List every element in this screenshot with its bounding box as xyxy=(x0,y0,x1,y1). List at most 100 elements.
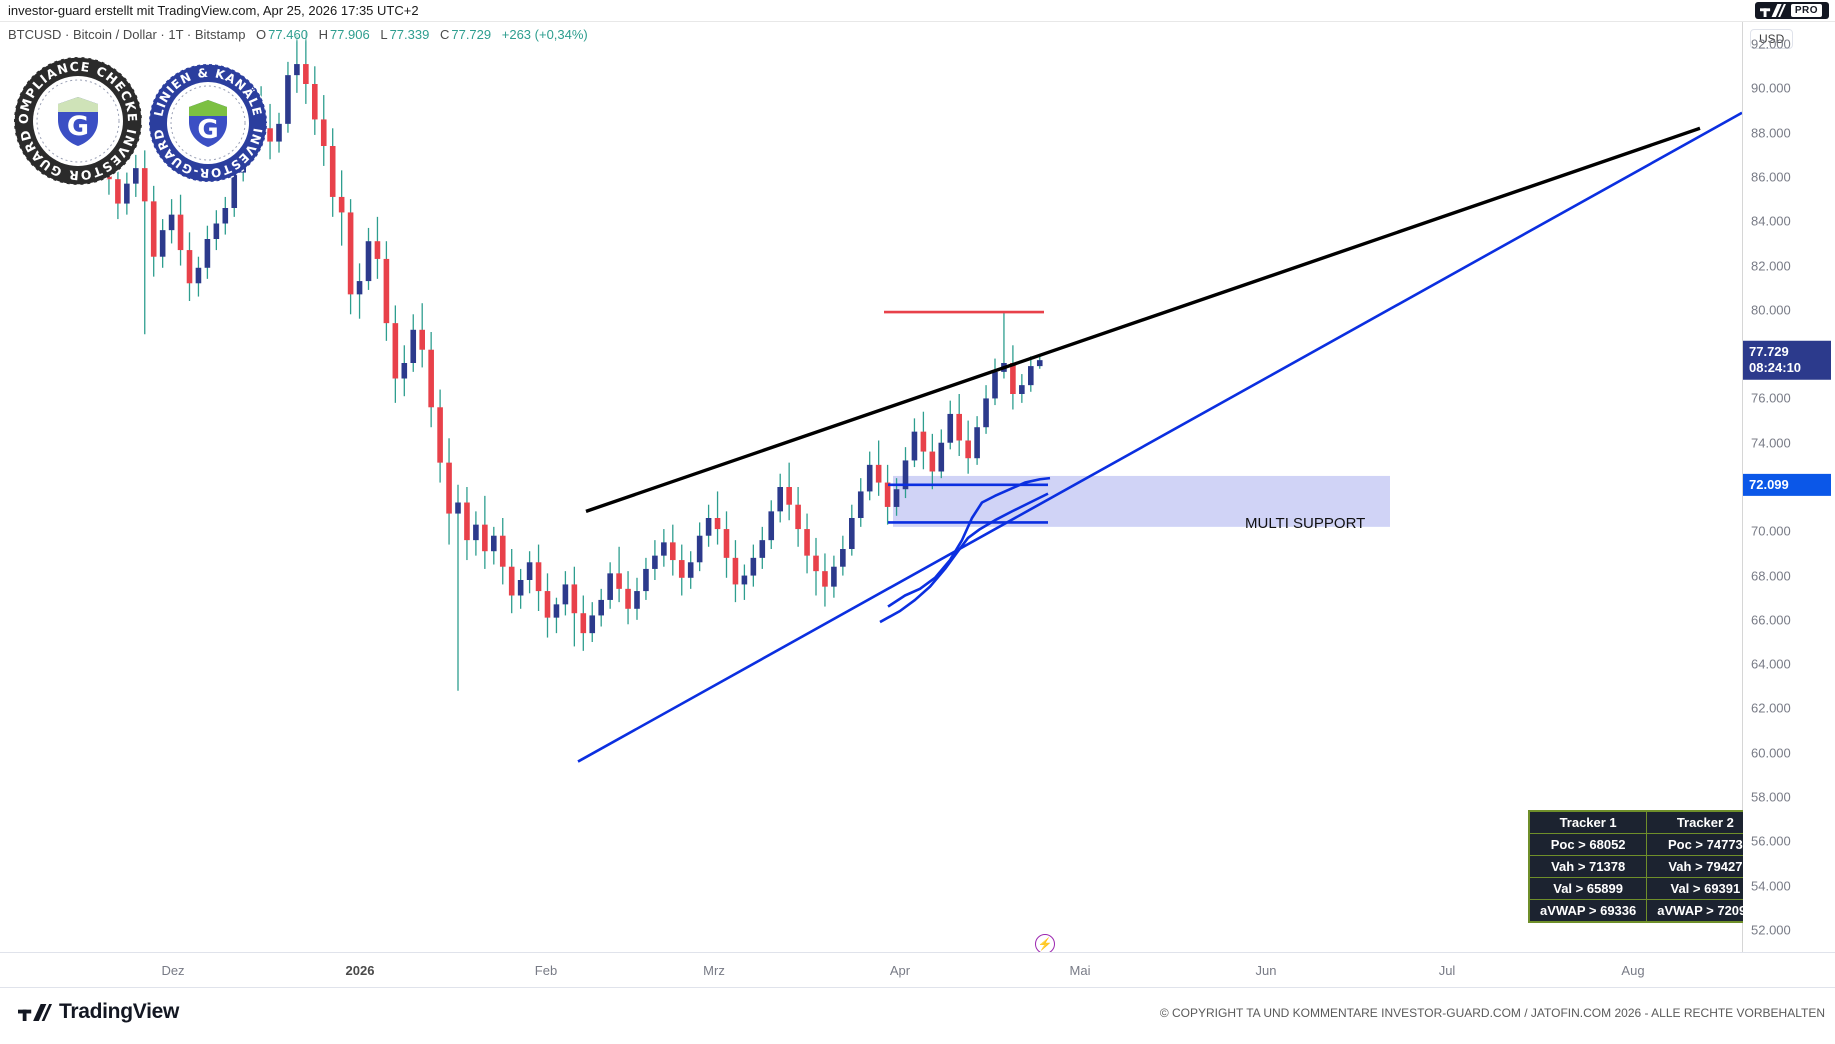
chart-legend: BTCUSD · Bitcoin / Dollar · 1T · Bitstam… xyxy=(8,27,588,42)
candle-body xyxy=(401,363,408,379)
candle-body xyxy=(535,562,542,592)
chart-pane[interactable] xyxy=(0,22,1742,952)
candle-body xyxy=(831,566,837,587)
tracker-row: Val > 65899 Val > 69391 xyxy=(1528,877,1765,900)
currency-chip[interactable]: USD xyxy=(1750,29,1794,49)
candle-body xyxy=(517,580,524,596)
linien-seal-icon: G LINIEN & KANÄLE INVESTOR-GUARD xyxy=(148,63,268,183)
candle-body xyxy=(634,591,640,609)
candle-body xyxy=(553,604,560,618)
tracker-row: Vah > 71378 Vah > 79427 xyxy=(1528,855,1765,878)
price-tick: 90.000 xyxy=(1751,80,1791,96)
time-tick: Feb xyxy=(534,963,558,978)
candle-body xyxy=(678,560,685,578)
legend-symbol[interactable]: BTCUSD · Bitcoin / Dollar · 1T · Bitstam… xyxy=(8,27,246,42)
candle-body xyxy=(428,349,434,408)
candle-body xyxy=(508,566,515,596)
price-tick: 82.000 xyxy=(1751,258,1791,274)
attribution-bar: investor-guard erstellt mit TradingView.… xyxy=(0,0,1835,22)
pro-label: PRO xyxy=(1790,4,1822,17)
avwap-tracker-2[interactable] xyxy=(879,492,1049,624)
time-axis[interactable]: Dez 2026 Feb Mrz Apr Mai Jun Jul Aug xyxy=(0,952,1742,988)
tracker-cell: Vah > 79427 xyxy=(1646,855,1765,878)
candle-body xyxy=(929,451,936,472)
price-tick: 54.000 xyxy=(1751,878,1791,894)
tracker-grid: Tracker 1 Tracker 2 Poc > 68052 Poc > 74773… xyxy=(1528,811,1765,922)
candle-body xyxy=(992,371,998,399)
pane-divider xyxy=(1742,22,1743,952)
candle-body xyxy=(338,196,345,213)
candle-body xyxy=(410,329,417,363)
candle-body xyxy=(303,64,309,84)
tradingview-pro-badge: PRO xyxy=(1754,2,1829,19)
candle-body xyxy=(983,398,989,428)
time-tick: Jun xyxy=(1255,963,1277,978)
candle-body xyxy=(795,504,801,530)
candle-body xyxy=(813,555,819,572)
candle-body xyxy=(884,482,891,507)
rising-support-trendline[interactable] xyxy=(585,126,1701,513)
candle-body xyxy=(294,64,300,76)
candle-body xyxy=(446,462,452,514)
candle-body xyxy=(956,413,962,441)
tracker-cell: Poc > 68052 xyxy=(1528,833,1648,856)
tradingview-footer-logo: TradingView xyxy=(18,1000,179,1024)
rising-demand-trendline[interactable] xyxy=(577,111,1742,763)
legend-low-label: L xyxy=(380,27,388,42)
multi-support-label: MULTI SUPPORT xyxy=(1245,515,1366,532)
tracker-cell: Val > 69391 xyxy=(1646,877,1765,900)
candle-body xyxy=(607,573,613,600)
candle-body xyxy=(750,557,757,576)
legend-close-value: 77.729 xyxy=(451,27,492,42)
candle-body xyxy=(168,214,175,231)
copyright-text: © COPYRIGHT TA UND KOMMENTARE INVESTOR-G… xyxy=(1159,1006,1825,1020)
candle-body xyxy=(822,571,828,587)
time-tick: Dez xyxy=(161,963,185,978)
candle-body xyxy=(455,502,461,514)
candle-body xyxy=(571,584,578,614)
price-tick: 64.000 xyxy=(1751,656,1791,672)
price-chart-canvas[interactable] xyxy=(0,22,1742,952)
legend-change: +263 (+0,34%) xyxy=(501,27,588,42)
candle-body xyxy=(419,329,425,350)
candle-body xyxy=(866,464,873,492)
price-tick: 74.000 xyxy=(1751,435,1791,451)
linien-kanaele-stamp: G LINIEN & KANÄLE INVESTOR-GUARD xyxy=(147,62,269,189)
candle-body xyxy=(312,84,318,120)
candle-body xyxy=(473,524,479,541)
tracker-header-cell: Tracker 1 xyxy=(1528,811,1648,834)
candle-body xyxy=(213,223,220,239)
candle-body xyxy=(267,128,273,142)
price-axis[interactable]: USD 92.000 90.000 88.000 86.000 84.000 82.000… xyxy=(1743,22,1835,952)
lightning-bolt-icon[interactable]: ⚡ xyxy=(1035,934,1055,954)
price-tick: 88.000 xyxy=(1751,125,1791,141)
candle-body xyxy=(598,599,604,616)
candle-body xyxy=(285,75,291,124)
candle-body xyxy=(741,575,748,585)
candle-body xyxy=(616,573,622,589)
tracker-row: aVWAP > 69336 aVWAP > 72099 xyxy=(1528,899,1765,922)
candle-body xyxy=(320,119,327,146)
candle-body xyxy=(392,323,399,379)
time-tick: 2026 xyxy=(345,963,375,978)
candle-body xyxy=(482,524,488,552)
svg-text:G: G xyxy=(67,111,89,142)
candle-body xyxy=(1028,366,1034,386)
candle-body xyxy=(893,489,900,507)
candle-body xyxy=(777,487,783,512)
avwap-tracker-1[interactable] xyxy=(887,476,1051,608)
candle-body xyxy=(974,427,980,459)
tradingview-logo-icon xyxy=(18,1003,52,1021)
price-tick: 70.000 xyxy=(1751,523,1791,539)
compliance-checked-stamp: G COMPLIANCE CHECKED INVESTOR GUARD xyxy=(6,43,144,192)
candle-body xyxy=(115,179,121,204)
candle-body xyxy=(437,407,443,463)
price-tick: 56.000 xyxy=(1751,833,1791,849)
candle-body xyxy=(661,542,667,556)
tracker-table: Tracker 1 Tracker 2 Poc > 68052 Poc > 74773… xyxy=(1528,810,1766,923)
legend-open-label: O xyxy=(256,27,267,42)
price-tick: 68.000 xyxy=(1751,568,1791,584)
candle-body xyxy=(526,562,533,580)
candle-body xyxy=(222,208,229,224)
